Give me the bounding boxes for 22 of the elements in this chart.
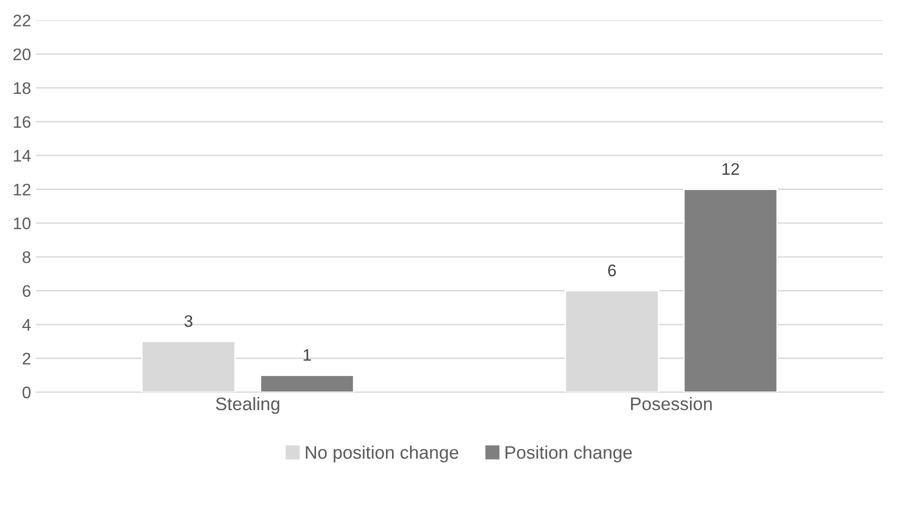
y-tick-label: 12 [14, 184, 30, 196]
y-tick-label: 16 [14, 116, 30, 128]
data-label: 3 [184, 315, 192, 328]
y-tick-label: 2 [22, 352, 30, 364]
y-tick-label: 22 [13, 14, 30, 26]
y-tick-label: 18 [14, 82, 30, 94]
y-tick-label: 8 [22, 251, 30, 264]
bar [683, 188, 778, 392]
legend-label: No position change [306, 446, 458, 462]
bar [260, 374, 354, 392]
x-tick-label: Stealing [216, 397, 280, 414]
y-tick-label: 20 [13, 48, 31, 60]
y-tick-label: 6 [22, 285, 30, 297]
y-tick-label: 0 [22, 386, 31, 398]
data-label: 12 [722, 163, 739, 175]
x-tick-label: Posession [631, 397, 712, 410]
legend-label: Position change [506, 446, 632, 462]
y-tick-label: 14 [14, 150, 31, 162]
y-tick-label: 10 [14, 218, 31, 230]
data-label: 6 [608, 264, 616, 276]
y-tick-label: 4 [22, 319, 31, 331]
data-label: 1 [304, 349, 311, 361]
